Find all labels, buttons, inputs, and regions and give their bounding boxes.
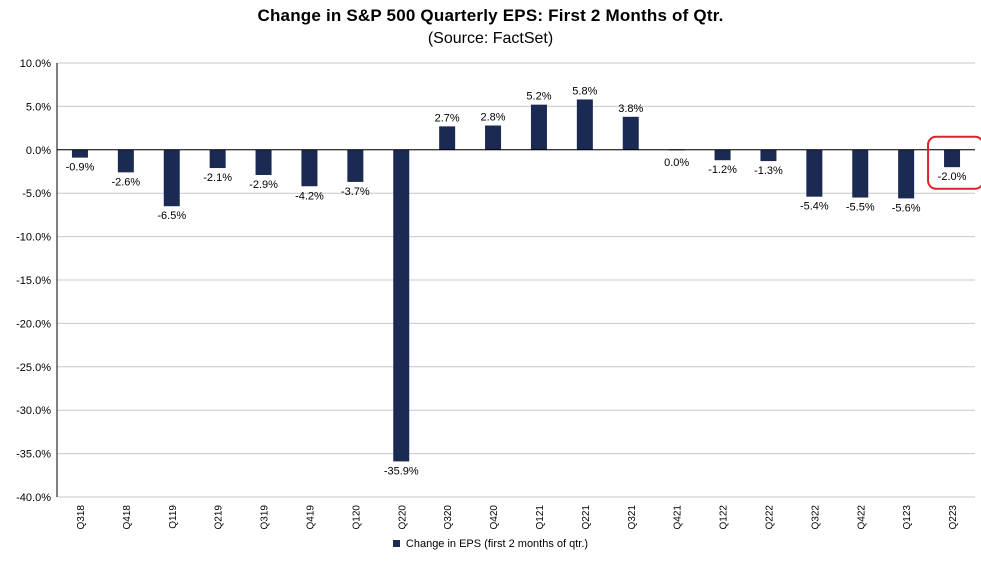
x-tick-label: Q121: [535, 505, 546, 530]
data-label-q421: 0.0%: [664, 157, 689, 169]
y-tick-label: 5.0%: [26, 101, 51, 113]
x-tick-label: Q319: [260, 505, 271, 530]
y-tick-label: 10.0%: [20, 58, 51, 70]
bar-q318: [71, 149, 88, 158]
data-label-q119: -6.5%: [157, 210, 186, 222]
y-tick-label: -35.0%: [16, 449, 51, 461]
data-label-q122: -1.2%: [708, 164, 737, 176]
data-label-q219: -2.1%: [203, 172, 232, 184]
bar-q221: [576, 99, 593, 150]
x-tick-label: Q420: [489, 505, 500, 530]
x-tick-label: Q119: [168, 505, 179, 529]
x-tick-label: Q418: [122, 505, 133, 530]
data-label-q220: -35.9%: [384, 465, 419, 477]
x-tick-label: Q321: [627, 505, 638, 530]
data-label-q221: 5.8%: [572, 85, 597, 97]
y-tick-label: -10.0%: [16, 232, 51, 244]
bar-q320: [439, 126, 456, 150]
data-label-q320: 2.7%: [435, 112, 460, 124]
data-label-q120: -3.7%: [341, 186, 370, 198]
bar-q319: [255, 149, 272, 175]
x-tick-label: Q120: [351, 505, 362, 530]
highlight-box: [927, 135, 981, 190]
data-label-q222: -1.3%: [754, 165, 783, 177]
data-label-q318: -0.9%: [66, 162, 95, 174]
x-tick-label: Q219: [214, 505, 225, 530]
bar-q420: [485, 125, 502, 150]
legend-label: Change in EPS (first 2 months of qtr.): [405, 538, 589, 550]
bar-q222: [760, 149, 777, 162]
x-tick-label: Q422: [856, 505, 867, 530]
data-label-q123: -5.6%: [892, 202, 921, 214]
data-label-q418: -2.6%: [111, 176, 140, 188]
bar-q418: [117, 149, 134, 173]
x-tick-label: Q419: [305, 505, 316, 530]
y-tick-label: -30.0%: [16, 405, 51, 417]
bar-q422: [852, 149, 869, 198]
x-tick-label: Q220: [397, 505, 408, 530]
x-tick-label: Q421: [673, 505, 684, 530]
x-tick-label: Q123: [902, 505, 913, 530]
bar-q419: [301, 149, 318, 187]
data-label-q419: -4.2%: [295, 190, 324, 202]
x-tick-label: Q222: [764, 505, 775, 530]
chart-subtitle: (Source: FactSet): [427, 30, 554, 47]
data-label-q321: 3.8%: [618, 103, 643, 115]
bar-q121: [530, 104, 547, 150]
y-tick-label: -20.0%: [16, 318, 51, 330]
x-tick-label: Q320: [443, 505, 454, 530]
data-label-q223: -2.0%: [938, 171, 967, 183]
bar-q219: [209, 149, 226, 169]
legend-swatch: [392, 540, 400, 547]
x-tick-label: Q221: [581, 505, 592, 530]
data-label-q422: -5.5%: [846, 202, 875, 214]
y-tick-label: -5.0%: [22, 188, 51, 200]
bar-q223: [944, 149, 961, 168]
data-label-q420: 2.8%: [481, 111, 506, 123]
bar-q120: [347, 149, 364, 182]
bar-q322: [806, 149, 823, 197]
y-tick-label: -40.0%: [16, 492, 51, 504]
bar-q321: [622, 116, 639, 150]
y-tick-label: 0.0%: [26, 145, 51, 157]
data-label-q322: -5.4%: [800, 201, 829, 213]
x-tick-label: Q318: [76, 505, 87, 530]
data-label-q319: -2.9%: [249, 179, 278, 191]
chart-legend: Change in EPS (first 2 months of qtr.): [0, 538, 981, 550]
x-tick-label: Q122: [719, 505, 730, 530]
y-tick-label: -25.0%: [16, 362, 51, 374]
bar-q220: [393, 149, 410, 462]
y-tick-label: -15.0%: [16, 275, 51, 287]
chart-title: Change in S&P 500 Quarterly EPS: First 2…: [257, 6, 724, 25]
x-tick-label: Q223: [948, 505, 959, 530]
bar-q119: [163, 149, 180, 207]
x-tick-label: Q322: [810, 505, 821, 530]
bar-q122: [714, 149, 731, 161]
data-label-q121: 5.2%: [526, 91, 551, 103]
bar-q123: [898, 149, 915, 199]
